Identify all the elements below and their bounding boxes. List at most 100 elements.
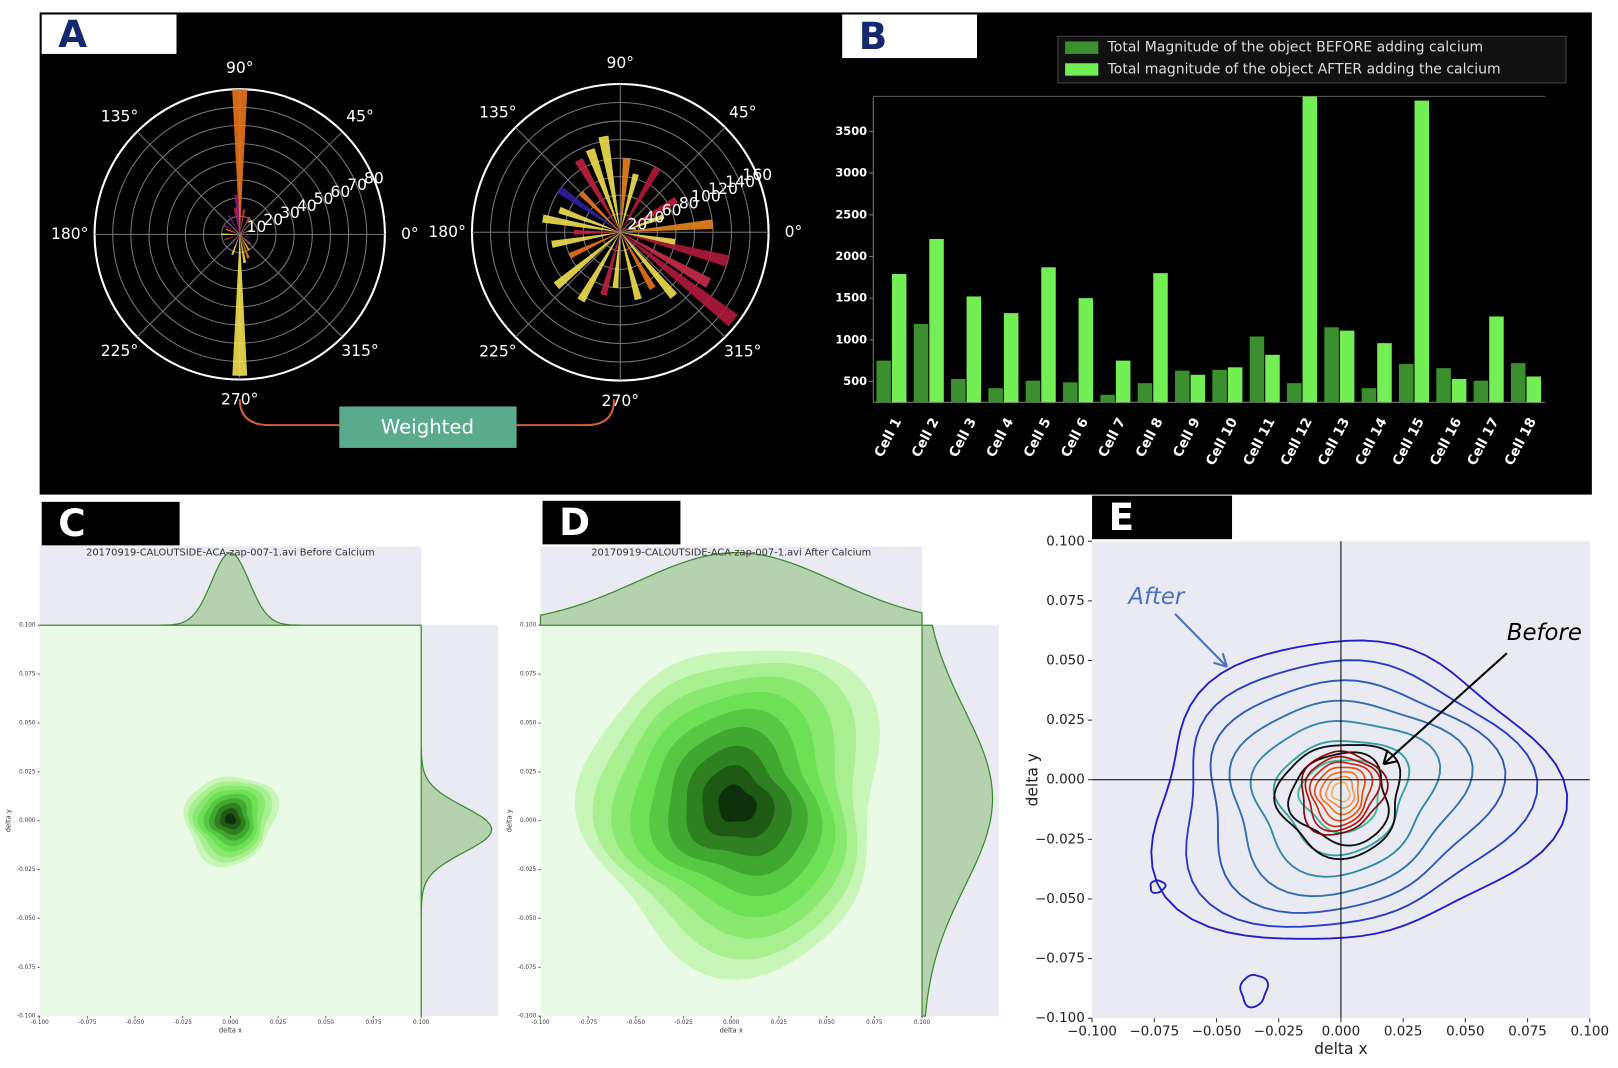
contour-before — [1313, 766, 1366, 822]
bar — [1137, 383, 1153, 403]
contour-before — [1308, 761, 1374, 828]
contour-before — [1300, 750, 1389, 836]
polar-bar — [578, 190, 621, 233]
x-tick-label: 0.075 — [1508, 1024, 1547, 1040]
arrow — [1382, 652, 1508, 766]
y-tick-label: -0.075 — [17, 965, 36, 971]
angle-label: 135° — [479, 103, 516, 121]
polar-bar — [620, 214, 665, 233]
y-tick-label: 2500 — [835, 207, 867, 221]
bar — [1473, 380, 1489, 403]
radial-tick-label: 100 — [691, 187, 721, 205]
contour-after — [1149, 879, 1167, 894]
legend-swatch — [1065, 41, 1099, 54]
polar-bar — [620, 166, 661, 233]
polar-bar — [573, 229, 621, 235]
bar — [1324, 327, 1339, 403]
polar-bar — [239, 234, 247, 264]
polar-bar — [620, 158, 631, 233]
bar — [1175, 370, 1190, 403]
polar-bar — [239, 229, 252, 235]
y-tick-label: -0.025 — [17, 867, 36, 873]
bar — [1489, 316, 1504, 403]
x-tick-label: 0.100 — [1570, 1024, 1609, 1040]
bar — [1227, 367, 1243, 403]
angular-grid — [239, 233, 343, 338]
polar-bar — [620, 232, 730, 267]
polar-bar — [620, 219, 713, 233]
contour-after — [1239, 974, 1269, 1009]
bar — [1302, 96, 1318, 403]
bar — [1153, 273, 1168, 403]
polar-bar — [620, 232, 678, 299]
bar — [1025, 380, 1041, 403]
angle-label: 225° — [479, 342, 516, 360]
contour-after — [1150, 639, 1569, 940]
y-axis-label: delta y — [1023, 753, 1041, 807]
annotation: After — [1126, 584, 1186, 610]
bar — [1451, 378, 1467, 403]
panel-label-box — [542, 500, 681, 545]
polar-bar — [558, 206, 621, 233]
polar-bar — [221, 233, 240, 236]
bar — [1115, 360, 1131, 403]
y-tick-label: 0.000 — [19, 818, 36, 824]
polar-bar — [239, 234, 250, 259]
x-tick-label: 0.025 — [1384, 1024, 1423, 1040]
polar-bar — [232, 234, 248, 376]
annotation-box — [339, 406, 517, 448]
radial-tick-label: 80 — [679, 194, 699, 212]
angle-label: 270° — [602, 392, 639, 410]
polar-bar — [620, 232, 712, 288]
y-tick-label: 0.025 — [1046, 712, 1085, 728]
x-tick-label: 0.025 — [771, 1020, 788, 1026]
radial-tick-label: 80 — [364, 169, 384, 187]
radial-tick-label: 50 — [314, 190, 334, 208]
polar-bar — [568, 232, 621, 259]
polar-bar — [585, 148, 621, 233]
y-tick-label: 3500 — [835, 124, 867, 138]
bar — [966, 296, 982, 403]
polar-bar — [553, 232, 621, 290]
kde-contour — [225, 813, 237, 825]
polar-bar — [577, 232, 621, 303]
angular-grid — [239, 131, 343, 235]
y-tick-label: -0.075 — [518, 965, 537, 971]
polar-bar — [239, 234, 252, 245]
polar-bar — [620, 232, 738, 327]
y-tick-label: 0.050 — [1046, 653, 1085, 669]
contour-after — [1249, 720, 1442, 878]
y-tick-label: -0.100 — [17, 1014, 36, 1020]
radial-tick-label: 60 — [330, 183, 350, 201]
panel-label: E — [1109, 495, 1135, 539]
polar-bar — [232, 89, 248, 235]
x-tick-label: 0.050 — [318, 1020, 335, 1026]
bar — [1361, 388, 1377, 403]
contour-before — [1287, 751, 1390, 847]
polar-bar — [542, 214, 621, 233]
chart-title: 20170919-CALOUTSIDE-ACA-zap-007-1.avi Af… — [591, 548, 871, 559]
bar — [929, 238, 944, 403]
legend-swatch — [1065, 63, 1099, 76]
x-tick-label: 0.050 — [818, 1020, 835, 1026]
polar-bar — [551, 232, 621, 248]
x-axis-label: delta x — [1314, 1040, 1368, 1058]
y-tick-label: 1500 — [835, 291, 867, 305]
arrow — [1174, 613, 1228, 668]
polar-bar — [231, 234, 240, 245]
bar — [1414, 100, 1430, 403]
y-tick-label: 0.100 — [1046, 533, 1085, 549]
bar — [1190, 374, 1206, 403]
panel-label: A — [58, 12, 87, 56]
x-tick-label: -0.025 — [174, 1020, 193, 1026]
y-tick-label: 0.025 — [520, 769, 537, 775]
x-tick-label: 0.075 — [866, 1020, 883, 1026]
y-tick-label: 0.050 — [520, 720, 537, 726]
angular-grid — [619, 231, 726, 338]
y-tick-label: -0.050 — [518, 916, 537, 922]
radial-tick-label: 40 — [297, 197, 317, 215]
x-tick-label: -0.050 — [627, 1020, 646, 1026]
radial-tick-label: 120 — [708, 180, 738, 198]
bar — [1212, 369, 1227, 403]
